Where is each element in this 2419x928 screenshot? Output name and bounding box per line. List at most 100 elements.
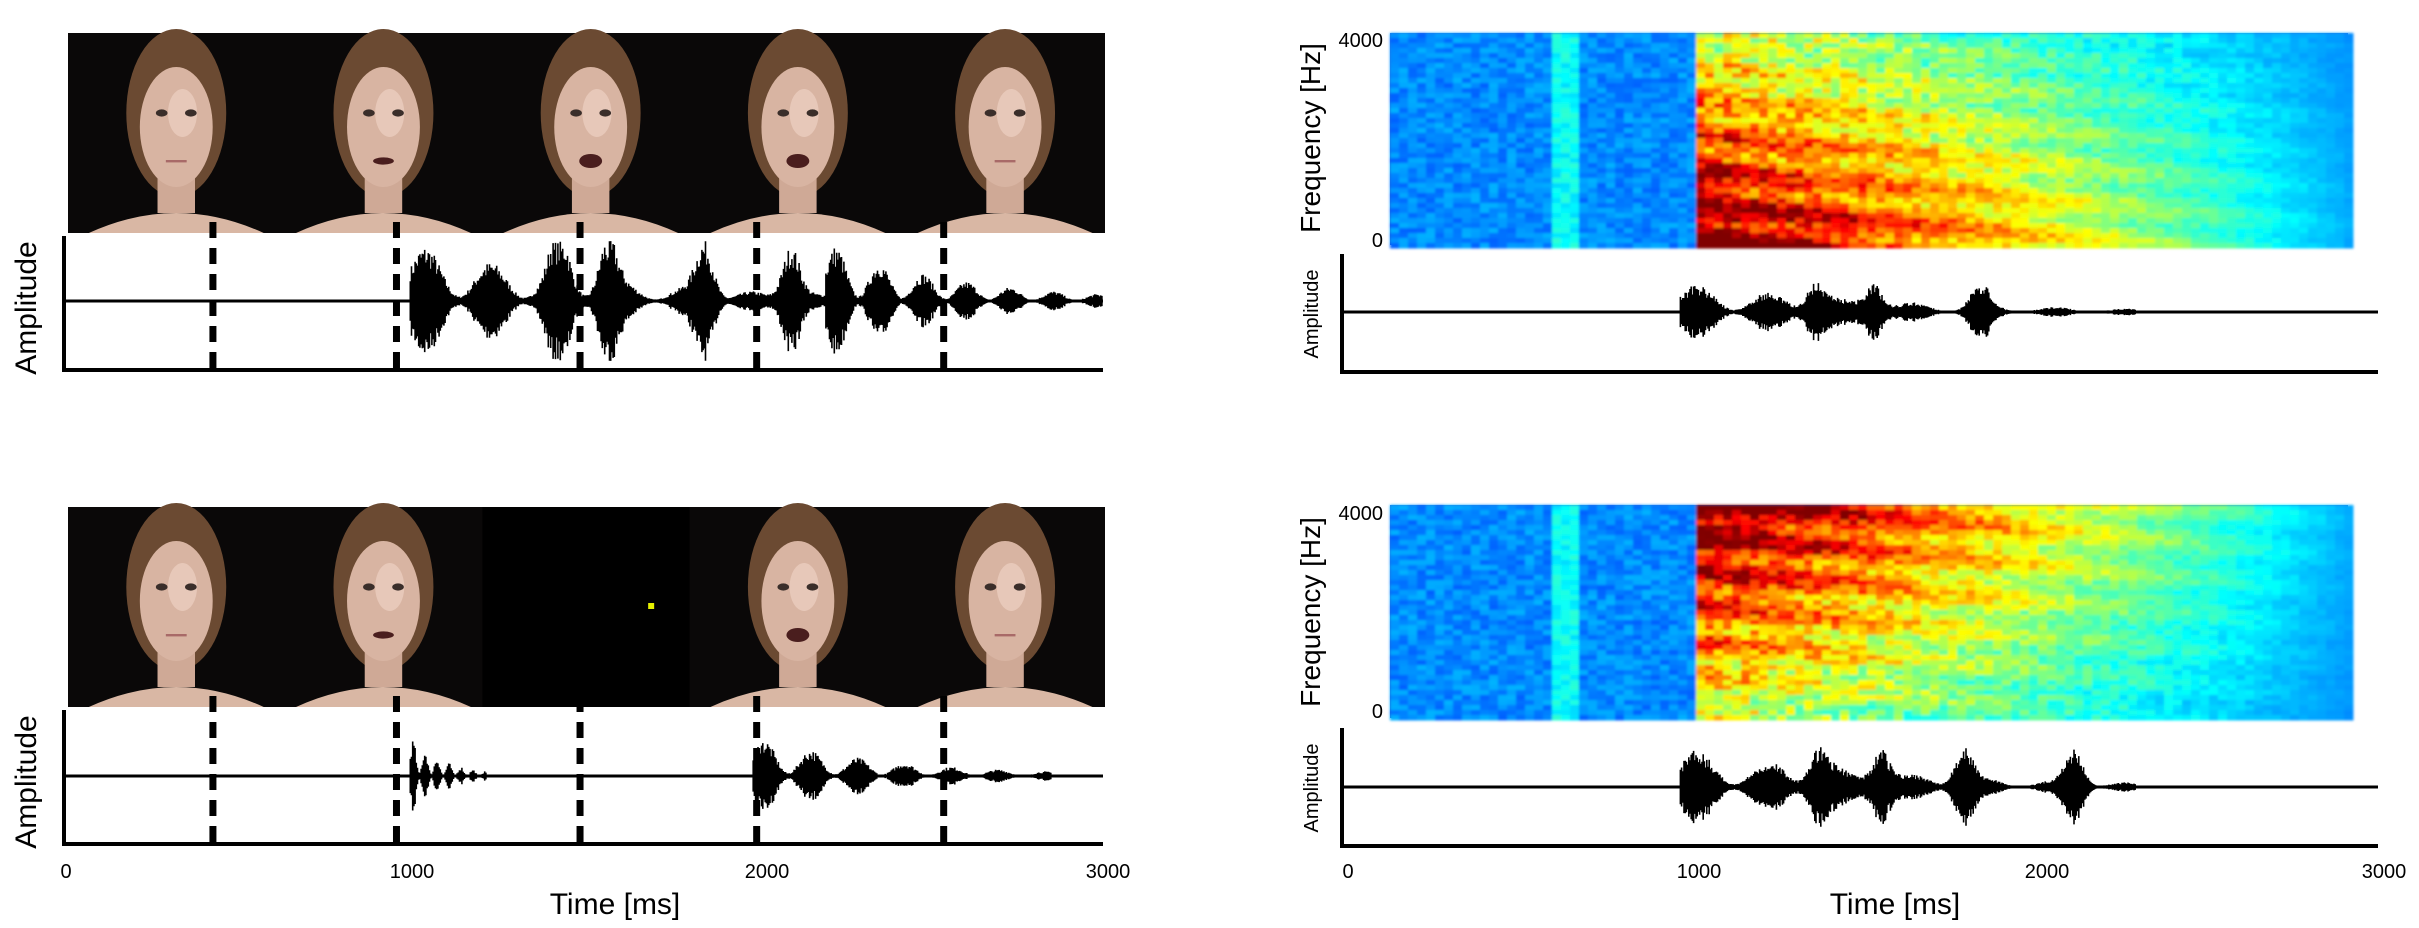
spectrogram-cell xyxy=(2326,163,2336,169)
spectrogram-cell xyxy=(1570,38,1580,44)
spectrogram-cell xyxy=(2110,178,2120,184)
spectrogram-cell xyxy=(1516,133,1526,139)
spectrogram-cell xyxy=(2191,238,2201,244)
spectrogram-cell xyxy=(2200,208,2210,214)
spectrogram-cell xyxy=(1939,208,1949,214)
spectrogram-cell xyxy=(1795,213,1805,219)
spectrogram-cell xyxy=(1543,48,1553,54)
spectrogram-cell xyxy=(2263,133,2273,139)
spectrogram-cell xyxy=(2083,148,2093,154)
spectrogram-cell xyxy=(1732,163,1742,169)
spectrogram-cell xyxy=(1417,525,1427,531)
spectrogram-cell xyxy=(1741,73,1751,79)
spectrogram-cell xyxy=(1867,38,1877,44)
face-highlight xyxy=(375,89,405,137)
spectrogram-cell xyxy=(1444,128,1454,134)
spectrogram-cell xyxy=(1417,223,1427,229)
spectrogram-cell xyxy=(2092,73,2102,79)
spectrogram-cell xyxy=(1579,83,1589,89)
spectrogram-cell xyxy=(1840,168,1850,174)
spectrogram-cell xyxy=(1804,98,1814,104)
spectrogram-cell xyxy=(1966,243,1976,249)
spectrogram-cell xyxy=(1579,113,1589,119)
spectrogram-cell xyxy=(1417,635,1427,641)
spectrogram-cell xyxy=(1426,555,1436,561)
spectrogram-cell xyxy=(1849,113,1859,119)
spectrogram-cell xyxy=(1885,113,1895,119)
spectrogram-cell xyxy=(1516,38,1526,44)
spectrogram-cell xyxy=(2011,213,2021,219)
spectrogram-cell xyxy=(1858,148,1868,154)
spectrogram-cell xyxy=(1615,113,1625,119)
spectrogram-cell xyxy=(1507,68,1517,74)
spectrogram-cell xyxy=(1759,63,1769,69)
spectrogram-cell xyxy=(2344,88,2354,94)
spectrogram-cell xyxy=(1669,48,1679,54)
spectrogram-cell xyxy=(2128,188,2138,194)
spectrogram-cell xyxy=(1462,108,1472,114)
spectrogram-cell xyxy=(2308,118,2318,124)
spectrogram-cell xyxy=(2209,128,2219,134)
spectrogram-cell xyxy=(2227,138,2237,144)
spectrogram-cell xyxy=(1669,198,1679,204)
spectrogram-cell xyxy=(2110,158,2120,164)
spectrogram-cell xyxy=(1876,128,1886,134)
spectrogram-cell xyxy=(1417,153,1427,159)
spectrogram-cell xyxy=(1552,233,1562,239)
spectrogram-cell xyxy=(2191,203,2201,209)
spectrogram-cell xyxy=(2236,148,2246,154)
spectrogram-cell xyxy=(1975,163,1985,169)
spectrogram-cell xyxy=(1417,203,1427,209)
spectrogram-cell xyxy=(2245,118,2255,124)
spectrogram-cell xyxy=(1696,33,1706,39)
spectrogram-cell xyxy=(1516,118,1526,124)
spectrogram-cell xyxy=(2074,103,2084,109)
spectrogram-cell xyxy=(1534,233,1544,239)
spectrogram-cell xyxy=(2092,88,2102,94)
spectrogram-cell xyxy=(1858,213,1868,219)
spectrogram-cell xyxy=(2047,233,2057,239)
spectrogram-cell xyxy=(1444,43,1454,49)
spectrogram-cell xyxy=(1552,168,1562,174)
spectrogram-cell xyxy=(2209,103,2219,109)
spectrogram-cell xyxy=(2128,168,2138,174)
spectrogram-cell xyxy=(1921,43,1931,49)
spectrogram-cell xyxy=(1390,143,1400,149)
spectrogram-cell xyxy=(2047,183,2057,189)
spectrogram-cell xyxy=(1543,193,1553,199)
spectrogram-cell xyxy=(1516,83,1526,89)
spectrogram-cell xyxy=(1858,168,1868,174)
spectrogram-cell xyxy=(2191,148,2201,154)
spectrogram-cell xyxy=(1768,38,1778,44)
spectrogram-cell xyxy=(1984,218,1994,224)
spectrogram-cell xyxy=(2083,158,2093,164)
spectrogram-cell xyxy=(2128,63,2138,69)
spectrogram-cell xyxy=(1660,233,1670,239)
spectrogram-cell xyxy=(2083,143,2093,149)
spectrogram-cell xyxy=(1498,158,1508,164)
spectrogram-cell xyxy=(2011,128,2021,134)
spectrogram-cell xyxy=(2209,98,2219,104)
spectrogram-cell xyxy=(2290,63,2300,69)
spectrogram-cell xyxy=(1957,213,1967,219)
spectrogram-cell xyxy=(1840,43,1850,49)
spectrogram-cell xyxy=(1912,128,1922,134)
spectrogram-cell xyxy=(2344,148,2354,154)
spectrogram-cell xyxy=(1714,58,1724,64)
spectrogram-cell xyxy=(1705,168,1715,174)
spectrogram-cell xyxy=(1426,520,1436,526)
spectrogram-cell xyxy=(2020,128,2030,134)
spectrogram-cell xyxy=(2020,193,2030,199)
spectrogram-cell xyxy=(2200,38,2210,44)
spectrogram-cell xyxy=(2227,43,2237,49)
spectrogram-cell xyxy=(1435,148,1445,154)
spectrogram-cell xyxy=(2164,143,2174,149)
spectrogram-cell xyxy=(2290,183,2300,189)
spectrogram-cell xyxy=(1660,198,1670,204)
spectrogram-cell xyxy=(2038,78,2048,84)
spectrogram-cell xyxy=(1948,213,1958,219)
spectrogram-cell xyxy=(1993,83,2003,89)
spectrogram-cell xyxy=(2119,83,2129,89)
spectrogram-cell xyxy=(2344,108,2354,114)
spectrogram-cell xyxy=(2065,218,2075,224)
